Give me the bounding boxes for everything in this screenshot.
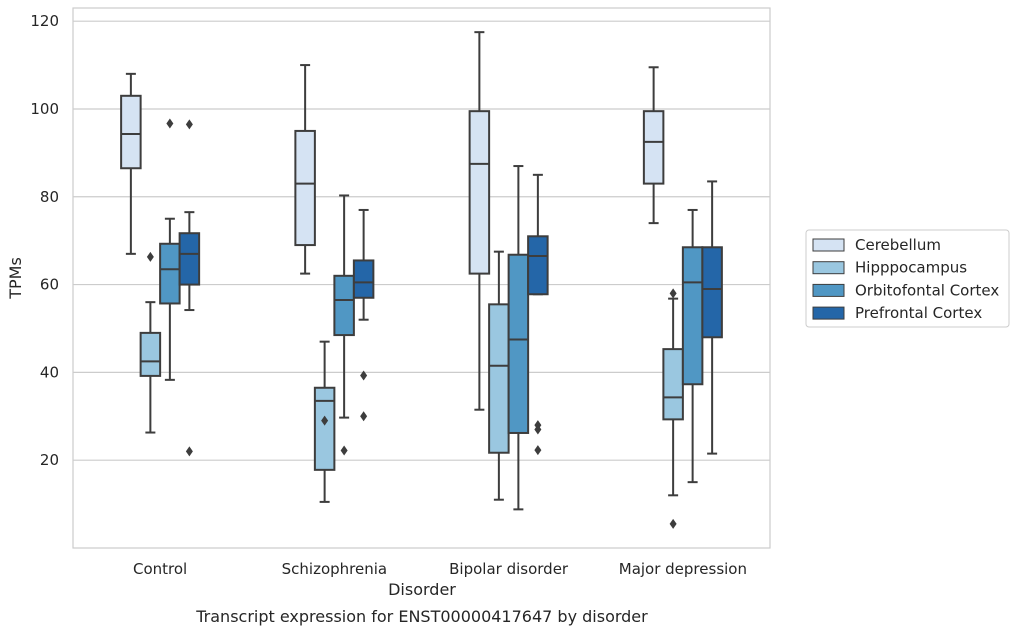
box-0-2 [468, 31, 491, 411]
legend-label: Orbitofontal Cortex [855, 281, 999, 299]
chart-caption: Transcript expression for ENST0000041764… [195, 607, 648, 626]
box-body [139, 331, 162, 377]
box-body [662, 348, 684, 421]
outlier-marker [185, 119, 193, 130]
box-2-1 [333, 194, 355, 456]
y-tick-label: 20 [40, 451, 59, 469]
box-3-3 [701, 180, 723, 455]
y-tick-label: 120 [30, 12, 59, 30]
y-tick-labels: 20 40 60 80 100 120 [30, 12, 59, 469]
box-2-2 [507, 165, 530, 511]
outlier-marker [669, 288, 677, 299]
outlier-marker [669, 518, 677, 529]
legend-swatch [812, 306, 845, 320]
x-axis-title: Disorder [388, 580, 456, 599]
legend-frame [805, 229, 1010, 328]
outlier-marker [146, 251, 154, 262]
box-body [352, 259, 375, 299]
box-body [642, 110, 665, 185]
box-body [313, 386, 336, 471]
box-1-0 [139, 251, 162, 434]
box-body [507, 253, 530, 434]
box-1-1 [313, 340, 336, 503]
legend-label: Hipppocampus [855, 259, 967, 277]
x-tick-label: Schizophrenia [282, 560, 387, 578]
box-3-2 [527, 173, 549, 456]
legend-swatch [812, 283, 845, 297]
box-body [527, 235, 549, 296]
box-2-0 [159, 118, 181, 381]
y-tick-label: 80 [40, 188, 59, 206]
legend-swatch [812, 238, 845, 252]
box-body [120, 94, 142, 170]
box-3-0 [178, 119, 201, 457]
box-body [681, 246, 704, 386]
y-tick-label: 60 [40, 276, 59, 294]
box-body [488, 303, 510, 454]
box-0-1 [294, 64, 316, 275]
outlier-marker [360, 370, 368, 381]
outlier-marker [534, 445, 542, 456]
outlier-marker [166, 118, 174, 129]
box-1-3 [662, 288, 684, 529]
box-body [178, 232, 201, 286]
box-body [159, 242, 181, 305]
x-tick-label: Bipolar disorder [449, 560, 569, 578]
box-0-3 [642, 66, 665, 225]
x-tick-label: Control [133, 560, 187, 578]
outlier-marker [321, 415, 329, 426]
box-body [701, 246, 723, 339]
box-1-2 [488, 250, 510, 501]
box-body [333, 274, 355, 337]
box-body [468, 110, 491, 275]
legend-label: Prefrontal Cortex [855, 304, 982, 322]
outlier-marker [534, 424, 542, 435]
y-axis-title: TPMs [6, 257, 25, 300]
outlier-marker [340, 445, 348, 456]
x-tick-label: Major depression [619, 560, 747, 578]
y-tick-label: 40 [40, 363, 59, 381]
box-groups [120, 31, 723, 529]
legend: Cerebellum Hipppocampus Orbitofontal Corte… [805, 229, 1010, 328]
y-tick-label: 100 [30, 100, 59, 118]
outlier-marker [185, 446, 193, 457]
outlier-marker [360, 411, 368, 422]
box-body [294, 129, 316, 247]
legend-label: Cerebellum [855, 236, 941, 254]
box-0-0 [120, 72, 142, 255]
legend-swatch [812, 261, 845, 275]
box-3-1 [352, 208, 375, 422]
x-tick-labels: Control Schizophrenia Bipolar disorder Majo… [133, 560, 747, 578]
